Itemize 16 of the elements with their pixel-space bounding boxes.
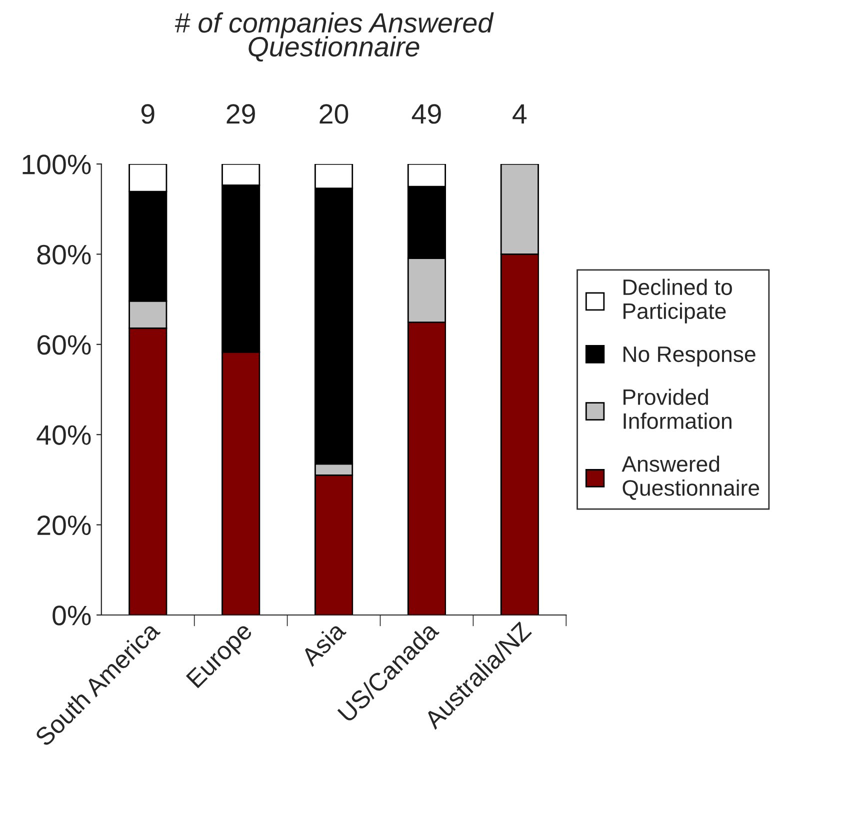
y-tick-label: 80% xyxy=(37,244,91,265)
text: 49 xyxy=(412,104,441,124)
text: 9 xyxy=(141,104,154,124)
legend-label: Provided Information xyxy=(624,388,732,429)
y-tick-label: 20% xyxy=(37,515,91,536)
y-tick-label: 40% xyxy=(36,425,91,445)
legend-label: Answered Questionnaire xyxy=(622,456,760,500)
legend-label: Declined to Participate xyxy=(624,278,732,324)
text: 29 xyxy=(226,104,255,124)
y-tick-label: 60% xyxy=(37,335,91,355)
text: 4 xyxy=(512,104,527,124)
text: 20 xyxy=(320,104,348,124)
legend-label: No Response xyxy=(624,346,756,366)
y-tick-label: 100% xyxy=(22,154,91,174)
chart-title: # of companies Answered Questionnaire xyxy=(175,12,494,62)
y-tick-label: 0% xyxy=(52,606,91,626)
